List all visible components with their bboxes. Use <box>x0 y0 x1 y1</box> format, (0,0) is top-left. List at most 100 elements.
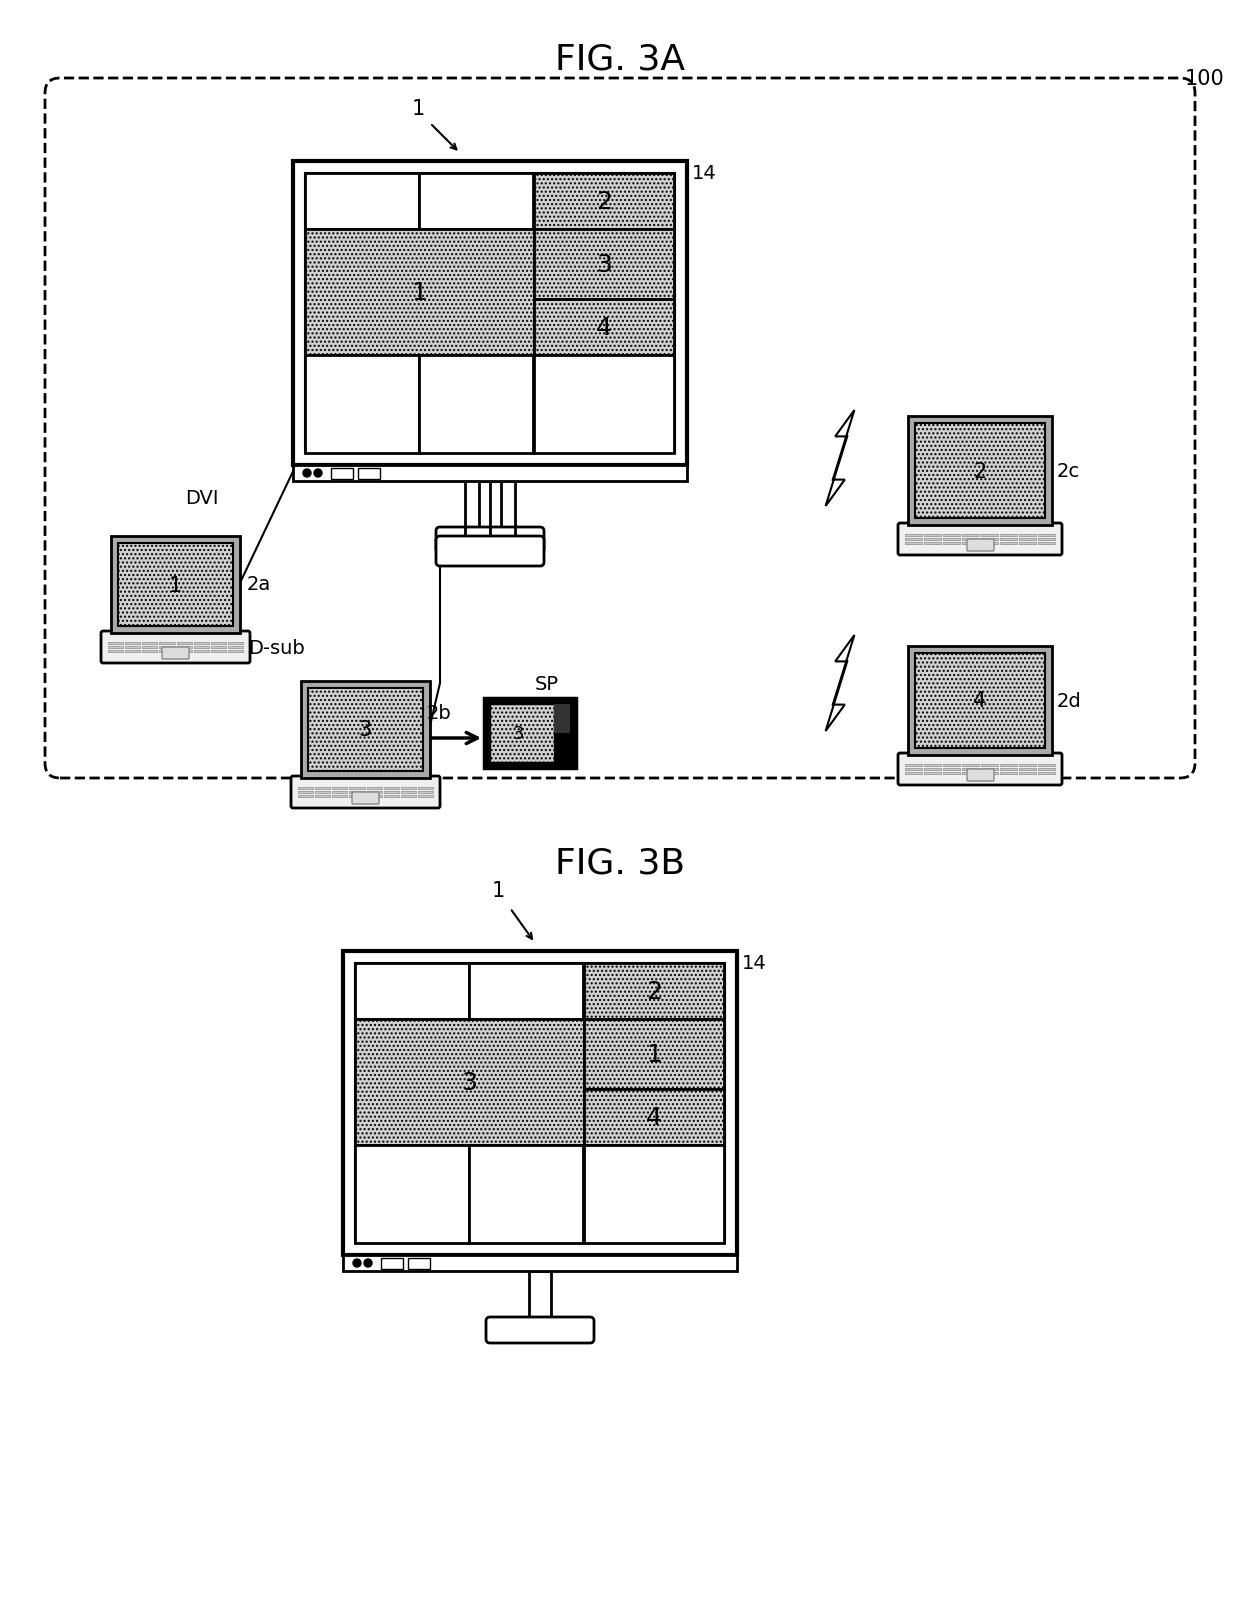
Bar <box>1038 539 1055 540</box>
Bar <box>419 355 533 454</box>
Text: 2c: 2c <box>1056 461 1080 480</box>
Text: 3: 3 <box>358 721 372 740</box>
Bar <box>193 643 208 644</box>
Text: FIG. 3B: FIG. 3B <box>556 847 684 880</box>
Bar <box>211 651 226 652</box>
Bar <box>1038 773 1055 774</box>
Bar <box>534 230 675 300</box>
Text: 3: 3 <box>513 724 525 743</box>
Bar <box>999 542 1017 545</box>
Bar <box>228 651 243 652</box>
Text: 2: 2 <box>596 190 613 214</box>
FancyBboxPatch shape <box>967 540 994 552</box>
Circle shape <box>365 1259 372 1268</box>
Bar <box>228 643 243 644</box>
Bar <box>981 542 998 545</box>
Bar <box>401 792 415 794</box>
Bar <box>108 643 123 644</box>
Text: 4: 4 <box>596 316 613 339</box>
Bar <box>915 654 1045 748</box>
Bar <box>469 1146 583 1243</box>
Bar <box>981 539 998 540</box>
Bar <box>332 795 347 797</box>
Bar <box>418 795 433 797</box>
Bar <box>905 542 923 545</box>
Bar <box>315 787 330 789</box>
Bar <box>211 643 226 644</box>
Bar <box>315 795 330 797</box>
Bar <box>112 537 241 633</box>
Bar <box>355 1146 469 1243</box>
Bar <box>529 1271 551 1321</box>
Bar <box>1038 534 1055 537</box>
Bar <box>383 792 399 794</box>
Bar <box>305 230 534 355</box>
Bar <box>298 795 314 797</box>
Bar <box>358 469 379 480</box>
Bar <box>908 646 1052 756</box>
Bar <box>118 544 233 626</box>
Text: 1: 1 <box>169 575 181 596</box>
Bar <box>350 787 365 789</box>
Text: SP: SP <box>534 675 559 693</box>
Text: DVI: DVI <box>185 489 218 508</box>
Bar <box>1019 542 1035 545</box>
Bar <box>1019 773 1035 774</box>
Bar <box>143 651 157 652</box>
Bar <box>905 773 923 774</box>
Text: 3: 3 <box>461 1070 477 1094</box>
Bar <box>383 795 399 797</box>
Bar <box>176 643 192 644</box>
Bar <box>193 651 208 652</box>
Bar <box>584 1019 724 1089</box>
Bar <box>981 764 998 766</box>
Bar <box>924 542 941 545</box>
Bar <box>343 1255 737 1271</box>
Bar <box>584 964 724 1019</box>
FancyBboxPatch shape <box>291 776 440 808</box>
Bar <box>1019 534 1035 537</box>
Bar <box>211 646 226 649</box>
FancyBboxPatch shape <box>436 537 544 566</box>
Bar <box>125 646 140 649</box>
Bar <box>942 542 960 545</box>
Bar <box>160 651 175 652</box>
Bar <box>962 534 980 537</box>
Bar <box>401 795 415 797</box>
Bar <box>962 773 980 774</box>
Bar <box>350 795 365 797</box>
Bar <box>905 539 923 540</box>
Bar <box>534 174 675 230</box>
Polygon shape <box>826 411 854 506</box>
Bar <box>160 646 175 649</box>
Bar <box>125 643 140 644</box>
Bar <box>942 769 960 771</box>
Bar <box>367 792 382 794</box>
Bar <box>490 704 554 763</box>
Text: 4: 4 <box>646 1105 662 1130</box>
Bar <box>418 787 433 789</box>
Bar <box>293 162 687 466</box>
Bar <box>418 792 433 794</box>
Bar <box>381 1258 403 1269</box>
FancyBboxPatch shape <box>162 648 188 659</box>
FancyBboxPatch shape <box>898 524 1061 555</box>
Bar <box>924 773 941 774</box>
Bar <box>108 646 123 649</box>
Bar <box>554 704 570 734</box>
Bar <box>305 174 419 230</box>
Circle shape <box>314 469 322 477</box>
Bar <box>905 764 923 766</box>
Bar <box>355 964 725 1243</box>
Bar <box>981 773 998 774</box>
Bar <box>108 651 123 652</box>
Bar <box>1019 539 1035 540</box>
Bar <box>143 643 157 644</box>
Text: 2d: 2d <box>1056 691 1081 711</box>
Bar <box>479 482 501 532</box>
Bar <box>534 300 675 355</box>
Bar <box>408 1258 430 1269</box>
Bar <box>419 174 533 230</box>
Bar <box>924 534 941 537</box>
Bar <box>228 646 243 649</box>
